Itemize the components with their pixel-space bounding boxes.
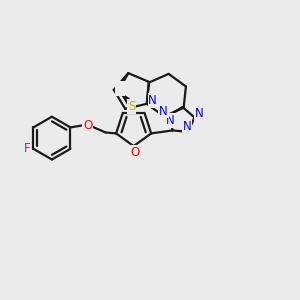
Text: S: S xyxy=(116,82,123,95)
Text: O: O xyxy=(130,146,140,159)
Text: S: S xyxy=(116,82,123,95)
Text: O: O xyxy=(83,118,92,131)
Text: F: F xyxy=(23,142,30,155)
Text: N: N xyxy=(166,114,175,127)
Text: N: N xyxy=(194,107,203,120)
Text: N: N xyxy=(148,94,157,107)
Text: N: N xyxy=(159,105,168,118)
Text: N: N xyxy=(182,120,191,133)
Text: S: S xyxy=(128,100,136,113)
